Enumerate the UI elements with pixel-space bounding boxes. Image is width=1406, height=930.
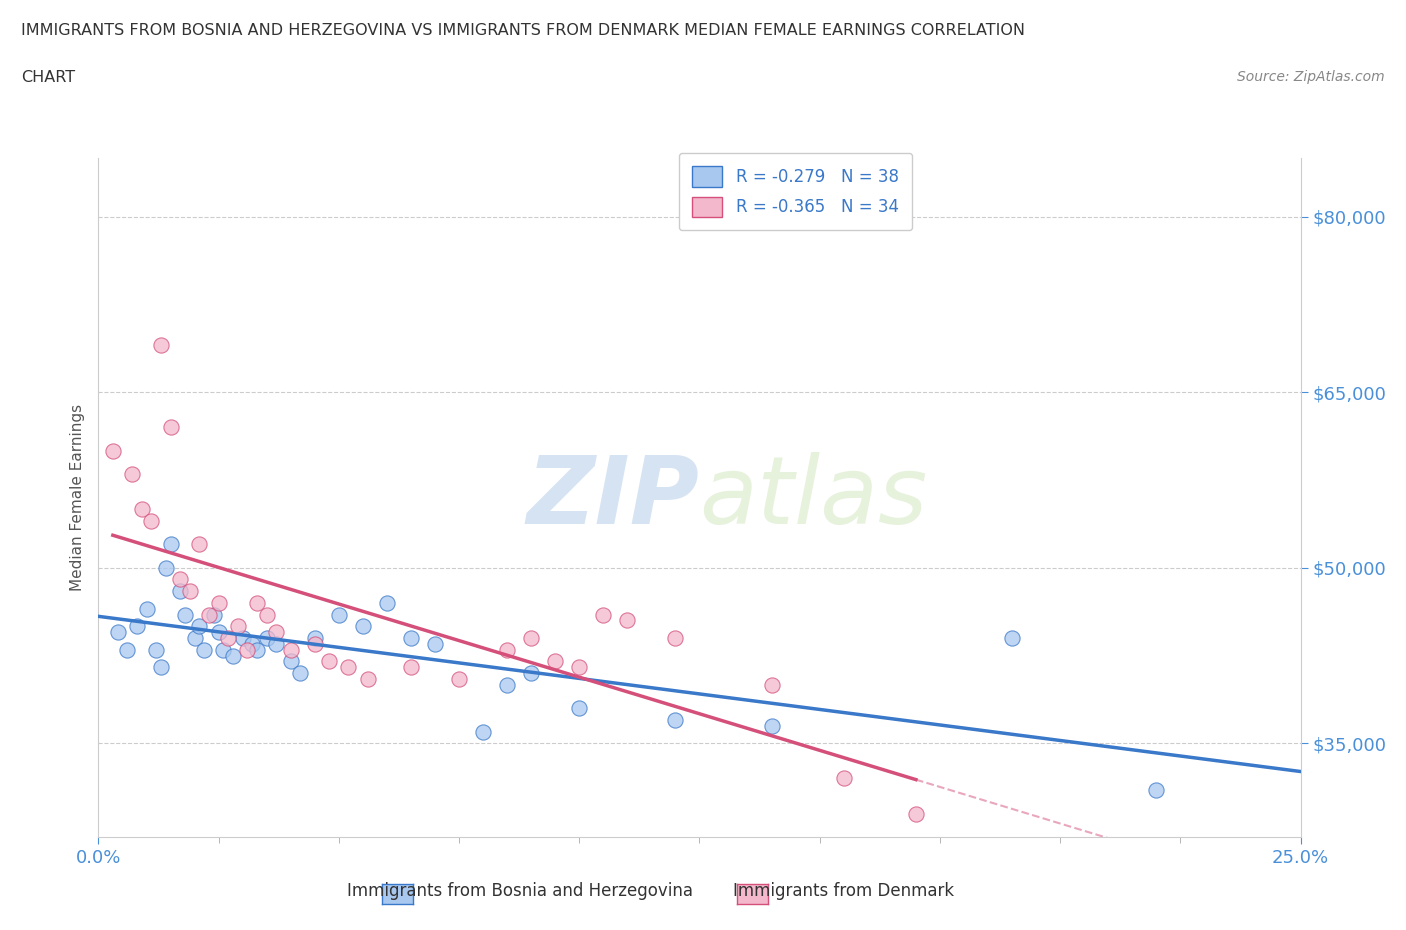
Point	[399, 660, 422, 675]
Point	[159, 537, 181, 551]
Text: CHART: CHART	[21, 70, 75, 85]
Point	[226, 618, 249, 633]
Point	[832, 771, 855, 786]
Point	[352, 618, 374, 633]
Point	[117, 643, 139, 658]
Point	[240, 636, 263, 651]
Point	[357, 671, 380, 686]
Point	[592, 607, 614, 622]
Point	[212, 643, 235, 658]
Point	[266, 636, 288, 651]
Point	[149, 338, 172, 352]
Point	[141, 513, 163, 528]
Point	[183, 631, 205, 645]
Point	[328, 607, 350, 622]
Point	[169, 572, 191, 587]
Text: ZIP: ZIP	[527, 452, 699, 543]
Point	[337, 660, 360, 675]
Point	[236, 643, 259, 658]
Point	[208, 625, 231, 640]
Point	[202, 607, 225, 622]
Text: Source: ZipAtlas.com: Source: ZipAtlas.com	[1237, 70, 1385, 84]
Point	[232, 631, 254, 645]
Point	[188, 618, 211, 633]
Point	[520, 631, 543, 645]
Point	[107, 625, 129, 640]
Point	[664, 712, 686, 727]
Point	[568, 701, 591, 716]
Point	[246, 595, 269, 610]
Point	[135, 602, 157, 617]
Point	[256, 607, 278, 622]
Point	[399, 631, 422, 645]
Point	[179, 584, 201, 599]
Point	[174, 607, 197, 622]
Legend: R = -0.279   N = 38, R = -0.365   N = 34: R = -0.279 N = 38, R = -0.365 N = 34	[679, 153, 912, 231]
Point	[472, 724, 495, 739]
Point	[155, 561, 177, 576]
Text: Immigrants from Bosnia and Herzegovina: Immigrants from Bosnia and Herzegovina	[347, 882, 693, 900]
Point	[568, 660, 591, 675]
Point	[290, 666, 312, 681]
Point	[125, 618, 148, 633]
Text: IMMIGRANTS FROM BOSNIA AND HERZEGOVINA VS IMMIGRANTS FROM DENMARK MEDIAN FEMALE : IMMIGRANTS FROM BOSNIA AND HERZEGOVINA V…	[21, 23, 1025, 38]
Point	[208, 595, 231, 610]
Point	[447, 671, 470, 686]
Y-axis label: Median Female Earnings: Median Female Earnings	[69, 404, 84, 591]
Point	[169, 584, 191, 599]
Point	[318, 654, 340, 669]
Point	[496, 677, 519, 692]
Point	[256, 631, 278, 645]
Point	[266, 625, 288, 640]
Point	[280, 654, 302, 669]
Point	[149, 660, 172, 675]
Point	[280, 643, 302, 658]
Text: Immigrants from Denmark: Immigrants from Denmark	[733, 882, 955, 900]
Point	[904, 806, 927, 821]
Point	[544, 654, 567, 669]
Point	[131, 502, 153, 517]
Point	[222, 648, 245, 663]
Point	[496, 643, 519, 658]
Point	[193, 643, 215, 658]
Point	[188, 537, 211, 551]
Point	[304, 631, 326, 645]
Point	[616, 613, 638, 628]
Point	[217, 631, 239, 645]
Point	[304, 636, 326, 651]
Point	[159, 419, 181, 434]
Point	[423, 636, 446, 651]
Point	[664, 631, 686, 645]
Point	[375, 595, 398, 610]
Point	[101, 444, 124, 458]
Point	[761, 718, 783, 733]
Point	[121, 467, 143, 482]
Point	[520, 666, 543, 681]
Point	[246, 643, 269, 658]
Point	[198, 607, 221, 622]
Point	[1001, 631, 1024, 645]
Point	[1144, 783, 1167, 798]
Point	[145, 643, 167, 658]
Point	[761, 677, 783, 692]
Text: atlas: atlas	[699, 452, 928, 543]
